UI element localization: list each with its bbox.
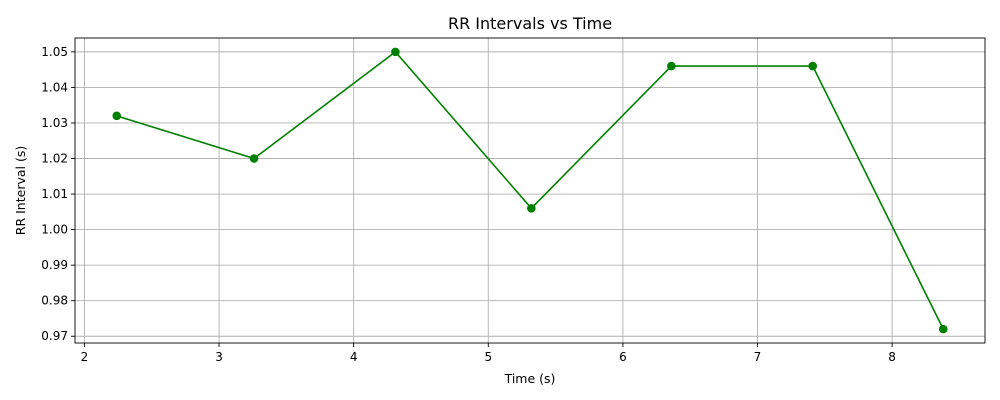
chart-title: RR Intervals vs Time: [448, 14, 612, 33]
series-line: [116, 50, 944, 330]
x-tick-label: 7: [754, 350, 762, 364]
y-tick-label: 1.04: [41, 80, 68, 94]
x-tick-label: 3: [215, 350, 223, 364]
y-tick-label: 1.02: [41, 152, 68, 166]
data-point: [249, 154, 259, 163]
y-axis-label: RR Interval (s): [13, 146, 28, 235]
series-layer: [112, 47, 948, 334]
y-tick-label: 0.99: [41, 258, 68, 272]
y-tick-label: 1.00: [41, 223, 68, 237]
x-axis-label: Time (s): [504, 371, 556, 386]
y-tick-label: 1.03: [41, 116, 68, 130]
grid: [75, 38, 985, 343]
x-tick-label: 2: [81, 350, 89, 364]
plot-frame: [74, 37, 986, 344]
y-tick-label: 1.01: [41, 187, 68, 201]
y-tick-label: 1.05: [41, 45, 68, 59]
x-tick-label: 6: [619, 350, 627, 364]
y-tick-label: 0.98: [41, 294, 68, 308]
x-tick-label: 8: [888, 350, 896, 364]
data-point: [667, 61, 676, 71]
data-point: [391, 47, 400, 57]
data-point: [938, 324, 948, 334]
y-tick-label: 0.97: [41, 329, 68, 343]
data-point: [527, 203, 536, 213]
x-tick-label: 4: [350, 350, 358, 364]
data-point: [112, 111, 122, 121]
data-point: [808, 61, 817, 71]
x-tick-label: 5: [484, 350, 492, 364]
axis-ticks: 2 3 4 5 6 7 8 0.97 0.98 0.99 1.00 1.01 1.02 1.03 1.04 1…: [41, 45, 896, 364]
